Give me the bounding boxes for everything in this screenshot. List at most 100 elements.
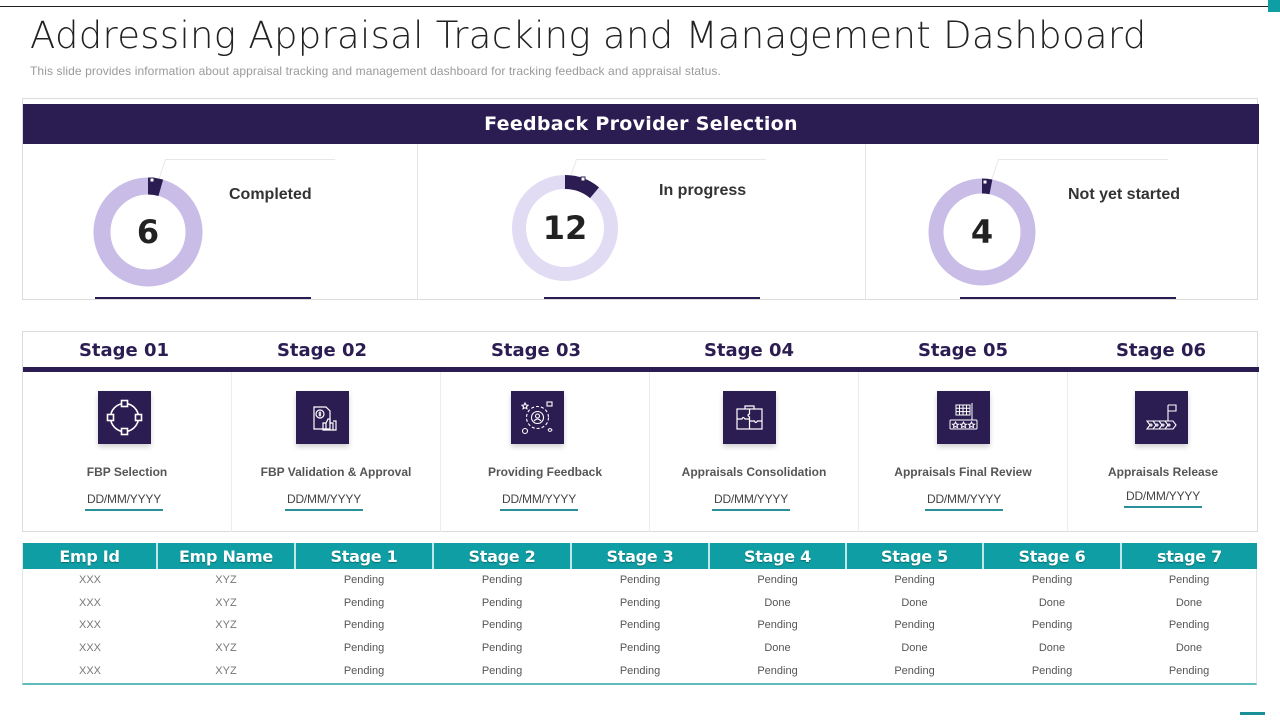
metric-label: Completed — [229, 186, 312, 203]
table-row: XXX XYZ Pending Pending Pending Done Don… — [23, 637, 1257, 660]
document-dollar-thumbs-up-icon — [296, 391, 349, 444]
status-cell: Pending — [481, 574, 523, 587]
column-header-emp-name[interactable]: Emp Name — [157, 543, 296, 569]
status-cell: Pending — [1031, 619, 1073, 632]
status-cell: Pending — [619, 596, 661, 609]
stage-divider-bar — [23, 367, 1259, 372]
column-header-emp-id[interactable]: Emp Id — [23, 543, 158, 569]
stage-name: FBP Validation & Approval — [260, 465, 412, 479]
status-cell: Pending — [481, 619, 523, 632]
status-cell: Pending — [481, 642, 523, 655]
column-header-stage-6[interactable]: Stage 6 — [983, 543, 1122, 569]
stage-card-5: Appraisals Final Review DD/MM/YYYY — [859, 372, 1068, 532]
stage-date: DD/MM/YYYY — [712, 492, 790, 511]
appraisal-status-table: Emp Id Emp Name Stage 1 Stage 2 Stage 3 … — [22, 543, 1257, 685]
status-cell: Done — [764, 642, 791, 655]
stage-title: Stage 06 — [1115, 340, 1207, 361]
leader-line — [158, 159, 166, 179]
emp-id-cell: XXX — [78, 642, 101, 655]
stage-date: DD/MM/YYYY — [925, 492, 1003, 511]
stage-titles-row: Stage 01 Stage 02 Stage 03 Stage 04 Stag… — [23, 332, 1259, 368]
metric-underline — [544, 297, 760, 299]
stage-card-2: FBP Validation & Approval DD/MM/YYYY — [232, 372, 441, 532]
stage-name: Appraisals Consolidation — [681, 465, 827, 479]
emp-name-cell: XYZ — [215, 596, 237, 609]
status-cell: Pending — [1031, 574, 1073, 587]
page-subtitle: This slide provides information about ap… — [30, 64, 721, 78]
page-title: Addressing Appraisal Tracking and Manage… — [30, 14, 1147, 57]
column-header-stage-7[interactable]: stage 7 — [1121, 543, 1257, 569]
status-cell: Pending — [343, 596, 385, 609]
status-cell: Pending — [757, 664, 798, 677]
status-cell: Done — [1038, 642, 1066, 655]
leader-line — [991, 159, 999, 179]
status-cell: Pending — [343, 574, 385, 587]
status-cell: Done — [1038, 596, 1066, 609]
stage-title: Stage 03 — [490, 340, 582, 361]
bottom-accent-line — [1240, 712, 1265, 715]
emp-name-cell: XYZ — [215, 574, 237, 587]
metric-value: 12 — [542, 209, 588, 247]
status-cell: Pending — [894, 664, 935, 677]
emp-id-cell: XXX — [78, 619, 101, 632]
column-header-stage-1[interactable]: Stage 1 — [295, 543, 434, 569]
table-row: XXX XYZ Pending Pending Pending Pending … — [23, 569, 1257, 592]
status-cell: Pending — [894, 574, 935, 587]
stage-name: FBP Selection — [86, 465, 168, 479]
metric-value: 4 — [970, 213, 994, 251]
feedback-gear-icon — [511, 391, 564, 444]
table-header-row: Emp Id Emp Name Stage 1 Stage 2 Stage 3 … — [23, 543, 1257, 569]
status-cell: Pending — [1168, 574, 1210, 587]
conveyor-flag-icon — [1135, 391, 1188, 444]
leader-line — [165, 159, 335, 160]
stage-card-1: FBP Selection DD/MM/YYYY — [23, 372, 232, 532]
table-row: XXX XYZ Pending Pending Pending Pending … — [23, 614, 1257, 637]
stage-date: DD/MM/YYYY — [285, 492, 363, 511]
stage-title: Stage 05 — [917, 340, 1009, 361]
stage-name: Appraisals Release — [1107, 465, 1219, 479]
status-cell: Pending — [619, 619, 661, 632]
briefcase-puzzle-icon — [723, 391, 776, 444]
leader-line — [576, 159, 766, 160]
stage-card-4: Appraisals Consolidation DD/MM/YYYY — [650, 372, 859, 532]
leader-line — [998, 159, 1168, 160]
metric-not-yet-started: 4 Not yet started — [866, 144, 1258, 300]
rating-stars-icon — [937, 391, 990, 444]
feedback-panel-header: Feedback Provider Selection — [23, 104, 1259, 144]
corner-accent — [1268, 0, 1280, 12]
stage-card-3: Providing Feedback DD/MM/YYYY — [441, 372, 650, 532]
table-row: XXX XYZ Pending Pending Pending Done Don… — [23, 592, 1257, 615]
column-header-stage-5[interactable]: Stage 5 — [846, 543, 984, 569]
donut-chart-in-progress: 12 — [510, 173, 620, 283]
status-cell: Pending — [619, 574, 661, 587]
status-cell: Done — [1175, 642, 1203, 655]
emp-name-cell: XYZ — [215, 619, 237, 632]
status-cell: Done — [901, 642, 928, 655]
stage-date: DD/MM/YYYY — [500, 492, 578, 511]
metric-in-progress: 12 In progress — [418, 144, 866, 300]
column-header-stage-3[interactable]: Stage 3 — [571, 543, 710, 569]
status-cell: Pending — [343, 642, 385, 655]
stage-title: Stage 01 — [78, 340, 170, 361]
status-cell: Pending — [1168, 619, 1210, 632]
status-cell: Pending — [757, 619, 798, 632]
column-header-stage-2[interactable]: Stage 2 — [433, 543, 572, 569]
status-cell: Pending — [481, 596, 523, 609]
status-cell: Pending — [481, 664, 523, 677]
stage-name: Providing Feedback — [487, 465, 603, 479]
status-cell: Pending — [1168, 664, 1210, 677]
status-cell: Pending — [1031, 664, 1073, 677]
status-cell: Done — [901, 596, 928, 609]
top-rule — [0, 6, 1268, 7]
stage-title: Stage 02 — [276, 340, 368, 361]
metric-label: Not yet started — [1068, 186, 1181, 203]
status-cell: Pending — [757, 574, 798, 587]
emp-name-cell: XYZ — [215, 664, 237, 677]
column-header-stage-4[interactable]: Stage 4 — [709, 543, 847, 569]
status-cell: Pending — [343, 664, 385, 677]
emp-id-cell: XXX — [78, 596, 101, 609]
stage-name: Appraisals Final Review — [894, 465, 1032, 479]
status-cell: Pending — [894, 619, 935, 632]
emp-id-cell: XXX — [78, 574, 101, 587]
emp-id-cell: XXX — [78, 664, 101, 677]
